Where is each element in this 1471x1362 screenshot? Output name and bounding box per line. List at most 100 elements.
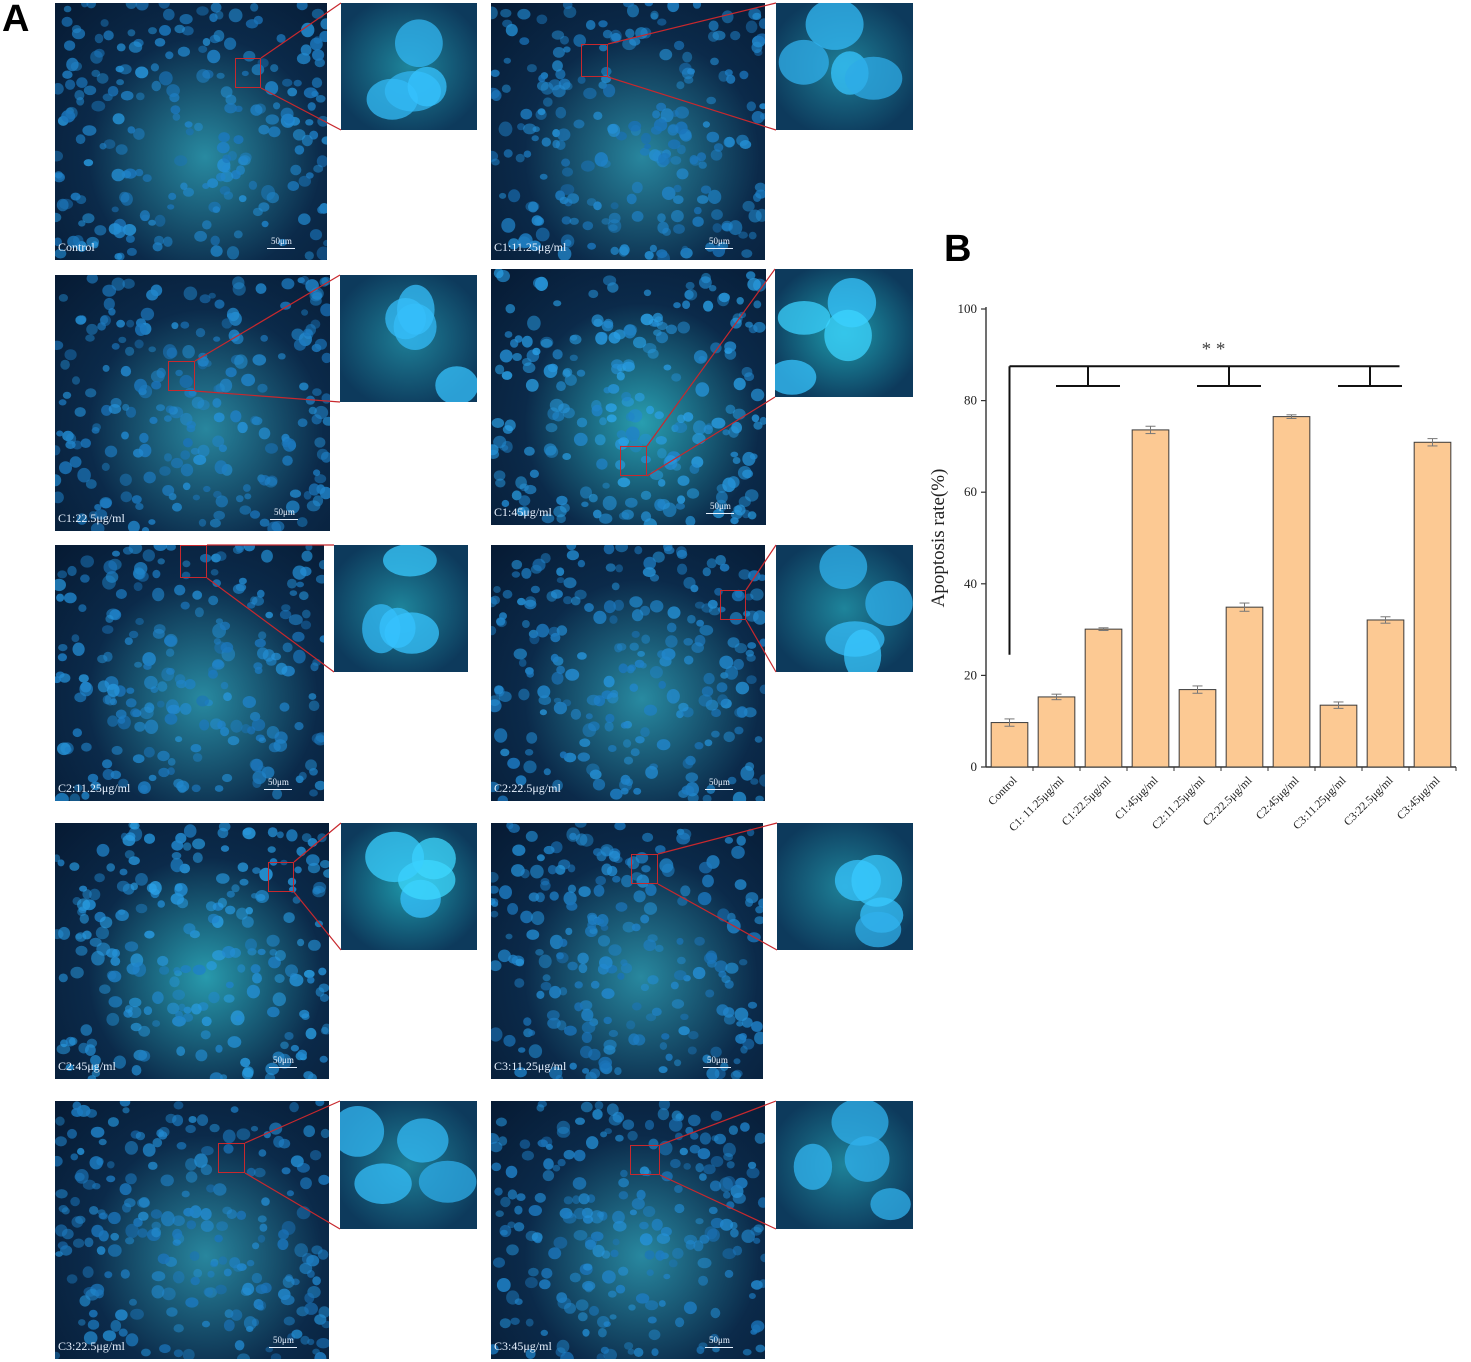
scale-bar xyxy=(267,247,295,249)
nucleus xyxy=(298,771,307,781)
nucleus xyxy=(670,1158,681,1169)
nucleus xyxy=(157,558,165,565)
nucleus xyxy=(603,545,615,555)
nucleus xyxy=(623,739,632,748)
nucleus xyxy=(746,101,756,112)
nucleus xyxy=(312,1276,321,1286)
nucleus xyxy=(710,342,722,354)
nucleus xyxy=(313,164,324,173)
nucleus xyxy=(685,515,696,525)
nucleus xyxy=(300,620,312,630)
nucleus xyxy=(616,643,627,651)
nucleus xyxy=(491,69,500,77)
nucleus xyxy=(270,64,279,73)
nucleus xyxy=(236,1128,251,1141)
inset-nuclei xyxy=(385,284,477,402)
nucleus xyxy=(168,192,177,200)
nucleus xyxy=(557,246,572,260)
nucleus xyxy=(732,1245,743,1256)
nucleus xyxy=(223,994,235,1003)
nucleus xyxy=(214,460,228,475)
inset-nuclei xyxy=(775,278,877,395)
nucleus xyxy=(161,667,175,682)
nucleus xyxy=(540,553,551,564)
nucleus xyxy=(214,299,225,309)
nucleus xyxy=(491,1133,499,1144)
roi-box xyxy=(620,446,647,476)
nucleus xyxy=(574,823,587,828)
nucleus xyxy=(586,198,597,206)
nucleus xyxy=(561,216,572,225)
nucleus xyxy=(118,1328,128,1337)
nucleus xyxy=(558,403,570,414)
nucleus xyxy=(77,1147,85,1156)
nucleus xyxy=(655,944,664,952)
nucleus xyxy=(156,404,165,412)
nucleus xyxy=(644,3,653,7)
x-tick-label: C3:22.5μg/ml xyxy=(1342,775,1396,829)
nucleus xyxy=(515,476,527,489)
nucleus xyxy=(70,966,84,979)
nucleus xyxy=(676,549,688,559)
nucleus xyxy=(569,832,577,840)
nucleus xyxy=(708,20,719,32)
nucleus xyxy=(658,680,666,689)
nucleus xyxy=(183,923,196,935)
nucleus xyxy=(747,278,761,291)
nucleus xyxy=(282,642,293,653)
nucleus xyxy=(199,294,211,304)
nucleus xyxy=(562,3,573,10)
nucleus xyxy=(303,491,312,500)
nucleus xyxy=(732,791,747,801)
nucleus xyxy=(582,723,597,738)
nucleus xyxy=(116,43,126,52)
nucleus xyxy=(212,206,220,214)
nucleus xyxy=(526,64,537,73)
nucleus xyxy=(161,1211,175,1227)
nucleus xyxy=(552,779,563,792)
nucleus xyxy=(124,850,135,859)
nucleus xyxy=(280,1041,289,1050)
nucleus xyxy=(66,1274,78,1284)
inset-nucleus xyxy=(793,1143,833,1190)
nucleus xyxy=(316,1338,329,1349)
nucleus xyxy=(250,758,263,772)
nucleus xyxy=(315,574,324,584)
nucleus xyxy=(667,139,681,150)
nucleus xyxy=(491,898,496,906)
nucleus xyxy=(600,924,609,931)
nucleus xyxy=(540,81,554,95)
nucleus xyxy=(133,448,144,458)
nucleus xyxy=(55,1189,68,1199)
nucleus xyxy=(55,676,62,684)
nucleus xyxy=(317,115,327,127)
nucleus xyxy=(165,1113,177,1124)
nucleus xyxy=(586,763,600,776)
micrograph-label: C2:11.25μg/ml xyxy=(58,781,131,795)
nucleus xyxy=(656,1233,671,1244)
nucleus xyxy=(296,581,304,588)
nucleus xyxy=(703,424,713,435)
nucleus xyxy=(257,1234,266,1243)
nucleus xyxy=(301,1013,310,1020)
nucleus xyxy=(165,51,174,60)
nucleus xyxy=(657,221,669,234)
nucleus xyxy=(259,867,273,882)
nucleus xyxy=(709,285,717,292)
nucleus xyxy=(298,175,311,187)
nucleus xyxy=(577,652,587,660)
nucleus xyxy=(583,87,597,100)
nucleus xyxy=(222,773,233,783)
nucleus xyxy=(273,1135,285,1148)
nucleus xyxy=(107,715,119,727)
nucleus xyxy=(230,1106,239,1113)
nucleus xyxy=(596,458,608,470)
nucleus xyxy=(680,247,693,259)
nucleus xyxy=(115,65,124,73)
y-tick-label: 60 xyxy=(964,484,977,499)
nucleus xyxy=(69,1037,78,1046)
nucleus xyxy=(702,794,712,801)
nucleus xyxy=(631,630,640,638)
nucleus xyxy=(588,1048,601,1061)
nucleus xyxy=(314,920,323,928)
